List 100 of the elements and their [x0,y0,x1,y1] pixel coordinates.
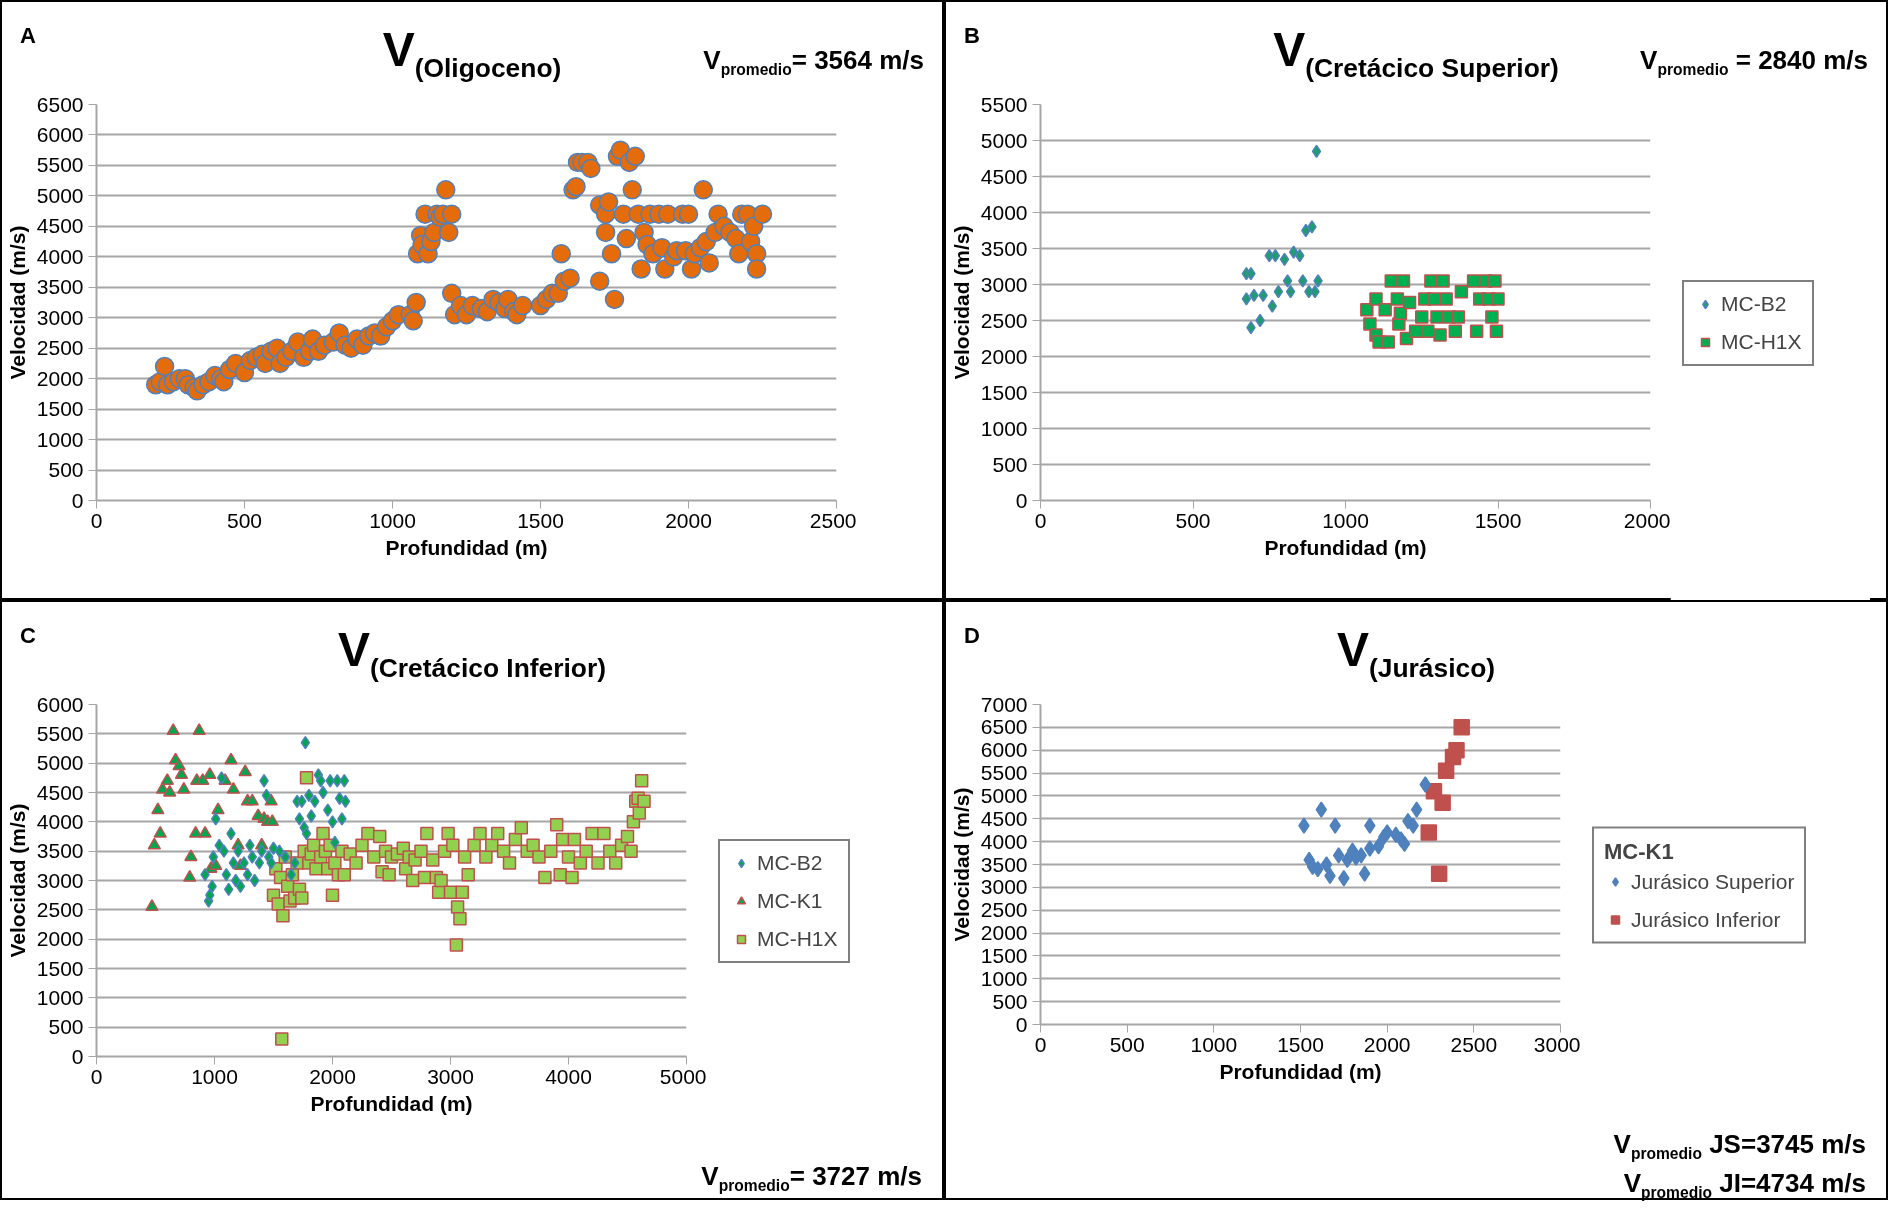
y-tick-label: 5000 [36,183,84,207]
y-tick-label: 1000 [980,416,1028,440]
y-tick-label: 3000 [980,272,1028,296]
text: D [964,622,980,650]
x-axis-title: Profundidad (m) [310,1091,473,1115]
y-tick-label: 6500 [980,715,1028,739]
y-tick-label: 4500 [36,780,84,804]
y-tick-label: 500 [48,458,84,482]
y-tick-label: 4000 [980,829,1028,853]
y-tick-label: 500 [992,452,1028,476]
legend-label: Jurásico Superior [1631,869,1795,893]
y-tick-label: 0 [1015,1012,1028,1036]
y-tick-label: 7000 [980,692,1028,716]
x-tick-label: 2500 [809,508,857,532]
y-tick-label: 5500 [980,761,1028,785]
y-tick-label: 1500 [980,380,1028,404]
y-tick-label: 2500 [36,897,84,921]
y-tick-label: 5000 [36,751,84,775]
x-tick-label: 0 [1034,508,1047,532]
y-tick-label: 0 [1015,488,1028,512]
text: V$_{promedio}$ = 2840 m/s [1640,44,1868,81]
y-tick-label: 2000 [36,927,84,951]
legend-label: MC-B2 [757,850,823,875]
x-tick-label: 2000 [665,508,712,532]
x-axis-title: Profundidad (m) [1264,535,1427,559]
y-tick-label: 4500 [36,214,84,238]
x-tick-label: 3000 [427,1064,474,1088]
y-axis-title: Velocidad (m/s) [5,803,29,958]
y-tick-label: 2500 [36,336,84,360]
text: V$_{promedio}$ JI=4734 m/s [1622,1167,1866,1204]
text: V$_{promedio}$= 3727 m/s [700,1160,922,1197]
y-tick-label: 6000 [36,692,84,716]
text: C [20,622,36,650]
x-tick-label: 1000 [1190,1032,1238,1056]
x-tick-label: 0 [90,1064,103,1088]
x-tick-label: 4000 [545,1064,592,1088]
text: V$_{promedio}$ JS=3745 m/s [1612,1128,1866,1165]
y-tick-label: 4000 [980,200,1028,224]
y-tick-label: 6000 [980,738,1028,762]
text: A [20,22,36,50]
x-tick-label: 1000 [191,1064,238,1088]
y-tick-label: 2000 [980,344,1028,368]
y-tick-label: 3500 [36,839,84,863]
y-tick-label: 5000 [980,128,1028,152]
y-tick-label: 3000 [980,875,1028,899]
x-tick-label: 1500 [1277,1032,1324,1056]
y-tick-label: 5500 [980,92,1028,116]
y-axis-title: Velocidad (m/s) [5,225,29,380]
y-tick-label: 2000 [980,921,1028,945]
y-tick-label: 500 [48,1015,84,1039]
x-tick-label: 2000 [1623,508,1671,532]
y-tick-label: 4000 [36,244,84,268]
y-tick-label: 500 [992,989,1028,1013]
y-tick-label: 4500 [980,806,1028,830]
y-tick-label: 5500 [36,153,84,177]
x-tick-label: 1000 [369,508,416,532]
y-tick-label: 3000 [36,868,84,892]
x-tick-label: 1500 [1474,508,1522,532]
y-axis-title: Velocidad (m/s) [949,787,973,942]
x-tick-label: 2500 [1450,1032,1498,1056]
y-tick-label: 6500 [36,92,84,116]
x-tick-label: 500 [226,508,263,532]
x-tick-label: 500 [1175,508,1211,532]
y-tick-label: 6000 [36,122,84,146]
chart-title: V$_{(Cretácico Superior)}$ [1273,23,1559,83]
legend-label: MC-K1 [757,888,823,913]
x-axis-title: Profundidad (m) [385,535,548,559]
y-tick-label: 5500 [36,721,84,745]
y-tick-label: 1000 [980,966,1028,990]
y-tick-label: 2500 [980,898,1028,922]
y-tick-label: 3000 [36,305,84,329]
legend-label: MC-H1X [757,926,838,951]
y-tick-label: 4000 [36,809,84,833]
x-tick-label: 3000 [1533,1032,1581,1056]
y-tick-label: 1000 [36,427,84,451]
y-tick-label: 5000 [980,783,1028,807]
y-tick-label: 2500 [980,308,1028,332]
x-tick-label: 2000 [1363,1032,1411,1056]
legend-label: Jurásico Inferior [1631,907,1781,931]
legend-label: MC-B2 [1721,291,1787,316]
chart-title: V$_{(Cretácico Inferior)}$ [337,623,607,683]
legend-label: MC-H1X [1721,329,1802,354]
x-tick-label: 0 [1034,1032,1047,1056]
x-tick-label: 1000 [1322,508,1369,532]
y-tick-label: 3500 [980,852,1028,876]
x-tick-label: 500 [1109,1032,1145,1056]
y-tick-label: 1500 [36,397,84,421]
y-tick-label: 4500 [980,164,1028,188]
y-tick-label: 1500 [36,956,84,980]
chart-title: V$_{(Oligoceno)}$ [382,23,562,83]
x-tick-label: 0 [90,508,103,532]
text: V$_{promedio}$= 3564 m/s [703,44,924,81]
x-tick-label: 5000 [659,1064,707,1088]
y-tick-label: 3500 [980,236,1028,260]
y-tick-label: 0 [71,488,84,512]
y-tick-label: 2000 [36,366,84,390]
y-axis-title: Velocidad (m/s) [949,225,973,380]
legend-title: MC-K1 [1604,838,1675,864]
x-tick-label: 1500 [517,508,564,532]
y-tick-label: 1000 [36,985,84,1009]
